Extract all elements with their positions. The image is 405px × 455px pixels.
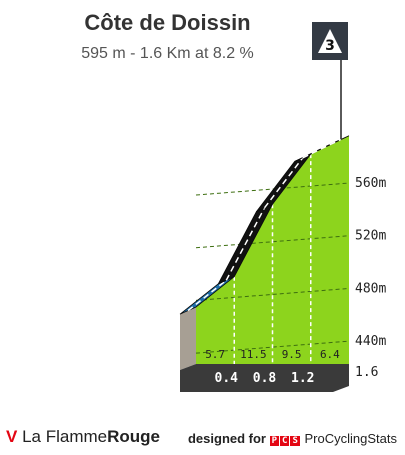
y-tick-label: 480m: [355, 281, 386, 296]
brand-logo[interactable]: V La FlammeRouge: [6, 427, 160, 447]
category-label: 3: [325, 38, 335, 54]
brand-name-rouge: Rouge: [107, 427, 160, 446]
road-centerline: [302, 138, 342, 159]
pcs-name: ProCyclingStats: [304, 431, 397, 446]
gridline: [195, 287, 350, 301]
category-badge: 3: [312, 22, 348, 60]
road-centerline: [263, 157, 304, 209]
pcs-letter: C: [280, 436, 290, 446]
climb-profile-chart: 440m 480m 520m 560m 5.7 11.5 9.5 6.4 0.4 0.8 1.2 1.…: [179, 22, 386, 392]
x-tick-label: 0.8: [253, 371, 277, 386]
x-tick-label: 1.2: [291, 371, 314, 386]
y-tick-label: 520m: [355, 229, 386, 244]
gridline: [195, 340, 350, 354]
designed-for-label: designed for: [187, 431, 266, 446]
total-distance-label: 1.6: [355, 365, 378, 380]
road-centerline: [225, 207, 266, 281]
flame-logo-icon: V: [6, 427, 18, 446]
pcs-letter: S: [290, 436, 300, 446]
distance-band: [180, 364, 349, 392]
y-tick-label: 560m: [355, 176, 386, 191]
y-tick-label: 440m: [355, 334, 386, 349]
gridline: [195, 235, 350, 249]
road-centerline: [187, 279, 227, 312]
climb-subtitle: 595 m - 1.6 Km at 8.2 %: [81, 45, 254, 62]
climb-title: Côte de Doissin: [84, 10, 251, 35]
brand-name: La Flamme: [22, 427, 108, 446]
pcs-letter: P: [269, 436, 280, 446]
gradient-label: 11.5: [240, 348, 267, 361]
gradient-label: 5.7: [205, 348, 225, 361]
category-triangle-icon: [318, 29, 342, 53]
gridline: [195, 182, 350, 196]
gradient-label: 9.5: [282, 348, 302, 361]
x-tick-label: 0.4: [215, 371, 239, 386]
gradient-label: 6.4: [320, 348, 340, 361]
profile-side-wall: [180, 306, 196, 370]
